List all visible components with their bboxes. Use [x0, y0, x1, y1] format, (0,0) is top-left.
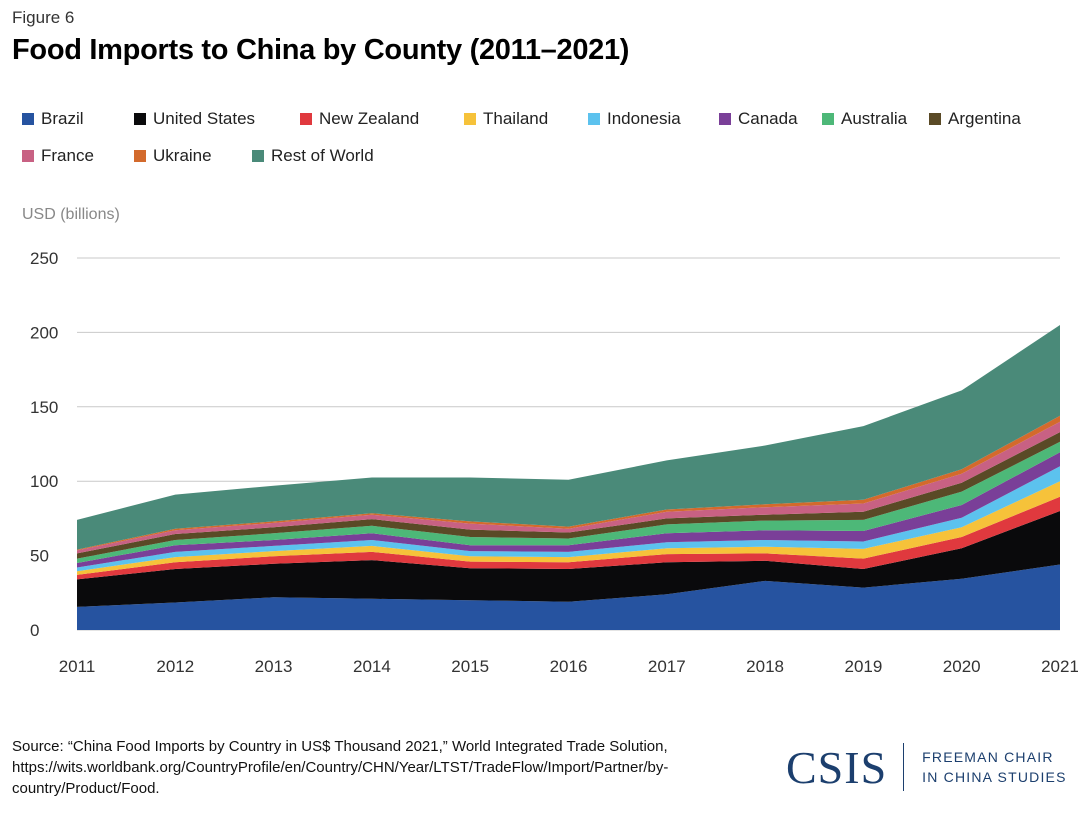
legend-item-australia: Australia [822, 109, 929, 129]
area-new-zealand [77, 496, 1060, 580]
x-tick-label-2016: 2016 [550, 657, 588, 676]
y-tick-label-250: 250 [30, 249, 58, 268]
legend-item-canada: Canada [719, 109, 822, 129]
legend-label-ukraine: Ukraine [153, 145, 212, 165]
legend-swatch-united-states [134, 112, 146, 125]
legend-item-new-zealand: New Zealand [300, 109, 464, 129]
legend-label-united-states: United States [153, 108, 256, 128]
legend-label-indonesia: Indonesia [607, 108, 681, 128]
legend-swatch-france [22, 149, 34, 162]
x-tick-label-2011: 2011 [59, 657, 96, 676]
legend-swatch-canada [719, 112, 731, 125]
legend-swatch-rest-of-world [252, 149, 264, 162]
y-tick-label-100: 100 [30, 472, 58, 491]
legend-swatch-thailand [464, 112, 476, 125]
y-tick-label-200: 200 [30, 323, 58, 342]
area-indonesia [77, 466, 1060, 572]
legend-item-argentina: Argentina [929, 109, 1021, 129]
legend-swatch-indonesia [588, 112, 600, 125]
legend-item-thailand: Thailand [464, 109, 588, 129]
legend-label-argentina: Argentina [948, 108, 1021, 128]
chart-title: Food Imports to China by County (2011–20… [12, 34, 630, 66]
logo-subtitle-line-1: FREEMAN CHAIR [922, 749, 1054, 765]
legend-swatch-australia [822, 112, 834, 125]
area-thailand [77, 481, 1060, 575]
area-united-states [77, 511, 1060, 607]
area-rest-of-world [77, 325, 1060, 550]
legend-swatch-new-zealand [300, 112, 312, 125]
legend-swatch-brazil [22, 112, 34, 125]
legend-item-brazil: Brazil [22, 109, 134, 129]
legend-item-france: France [22, 146, 134, 166]
source-note: Source: “China Food Imports by Country i… [12, 738, 669, 797]
stacked-area-chart: 0 50 100 150 200 250 2011 2012 2013 2014 2015 2016 2… [30, 249, 1078, 676]
logo-mark: CSIS [786, 741, 888, 793]
legend-label-brazil: Brazil [41, 108, 84, 128]
logo-divider [903, 743, 905, 791]
logo-subtitle-line-2: IN CHINA STUDIES [922, 769, 1067, 785]
x-tick-label-2017: 2017 [648, 657, 686, 676]
x-tick-label-2020: 2020 [943, 657, 981, 676]
legend-label-canada: Canada [738, 108, 798, 128]
x-tick-label-2021: 2021 [1041, 657, 1078, 676]
legend-item-united-states: United States [134, 109, 300, 129]
figure-label: Figure 6 [12, 8, 75, 27]
legend-label-france: France [41, 145, 94, 165]
legend-label-australia: Australia [841, 108, 908, 128]
x-tick-label-2019: 2019 [844, 657, 882, 676]
x-tick-label-2013: 2013 [255, 657, 293, 676]
legend-item-ukraine: Ukraine [134, 146, 252, 166]
area-france [77, 421, 1060, 554]
legend-label-thailand: Thailand [483, 108, 549, 128]
legend-row-1: Brazil United States New Zealand Thailan… [22, 100, 1072, 137]
area-australia [77, 441, 1060, 563]
legend-row-2: France Ukraine Rest of World [22, 137, 1072, 174]
area-brazil [77, 564, 1060, 630]
legend-swatch-argentina [929, 112, 941, 125]
logo-subtitle: FREEMAN CHAIR IN CHINA STUDIES [922, 747, 1066, 787]
legend-swatch-ukraine [134, 149, 146, 162]
csis-logo: CSIS FREEMAN CHAIR IN CHINA STUDIES [786, 741, 1067, 793]
area-argentina [77, 432, 1060, 559]
legend-item-rest-of-world: Rest of World [252, 146, 374, 166]
legend-label-rest-of-world: Rest of World [271, 145, 374, 165]
y-tick-label-150: 150 [30, 398, 58, 417]
x-tick-label-2018: 2018 [746, 657, 784, 676]
x-tick-label-2015: 2015 [451, 657, 489, 676]
x-tick-label-2014: 2014 [353, 657, 391, 676]
y-axis-label: USD (billions) [22, 206, 120, 223]
x-tick-label-2012: 2012 [156, 657, 194, 676]
y-tick-label-0: 0 [30, 621, 39, 640]
legend-item-indonesia: Indonesia [588, 109, 719, 129]
area-canada [77, 452, 1060, 568]
legend-label-new-zealand: New Zealand [319, 108, 420, 128]
y-tick-label-50: 50 [30, 547, 49, 566]
legend: Brazil United States New Zealand Thailan… [22, 100, 1072, 174]
